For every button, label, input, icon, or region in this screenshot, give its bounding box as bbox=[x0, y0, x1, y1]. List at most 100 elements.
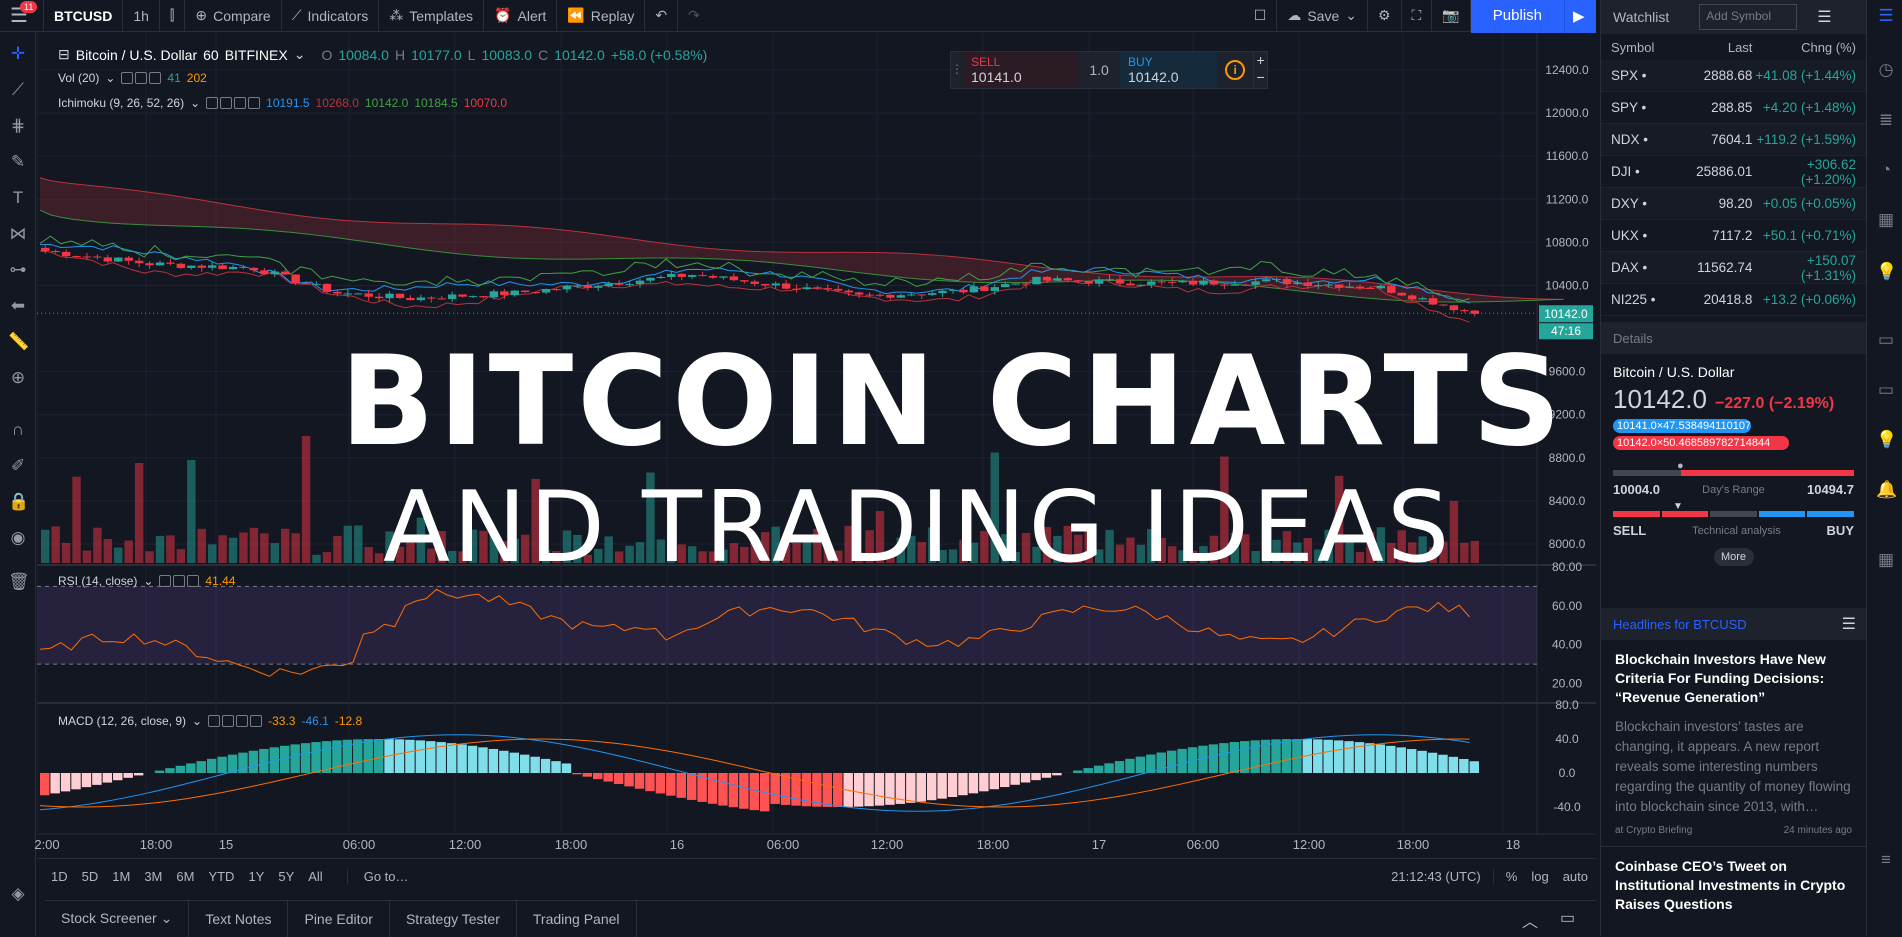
chevron-down-icon[interactable]: ⌄ bbox=[105, 71, 115, 85]
range-all[interactable]: All bbox=[308, 869, 322, 884]
list-menu-icon[interactable]: ☰ bbox=[1817, 7, 1831, 27]
publish-button[interactable]: Publish bbox=[1471, 0, 1564, 33]
range-1d[interactable]: 1D bbox=[51, 869, 68, 884]
indicator-controls[interactable] bbox=[206, 97, 260, 109]
trash-icon[interactable]: 🗑 bbox=[8, 572, 28, 592]
chevron-down-icon[interactable]: ⌄ bbox=[294, 46, 306, 63]
snapshot-button[interactable]: 📷 bbox=[1432, 0, 1470, 32]
more-button[interactable]: More bbox=[1714, 548, 1754, 566]
layout-button[interactable]: ☐ bbox=[1244, 0, 1278, 32]
news-headline-2[interactable]: Coinbase CEO’s Tweet on Institutional In… bbox=[1601, 857, 1866, 914]
goto-button[interactable]: Go to… bbox=[347, 869, 409, 884]
collapse-panel-icon[interactable]: ︿ bbox=[1522, 908, 1538, 932]
news-headline-1[interactable]: Blockchain Investors Have New Criteria F… bbox=[1601, 650, 1866, 707]
chart-type-button[interactable]: ⫿ bbox=[160, 0, 185, 32]
range-ytd[interactable]: YTD bbox=[208, 869, 234, 884]
collapse-icon[interactable]: ⊟ bbox=[58, 46, 70, 63]
range-3m[interactable]: 3M bbox=[144, 869, 162, 884]
add-symbol-input[interactable]: Add Symbol bbox=[1699, 4, 1797, 30]
details-header[interactable]: Details bbox=[1601, 322, 1866, 354]
save-button[interactable]: ☁Save⌄ bbox=[1277, 0, 1368, 32]
prediction-icon[interactable]: ⊶ bbox=[8, 260, 28, 280]
watchlist-row[interactable]: UKX •7117.2+50.1 (+0.71%) bbox=[1601, 220, 1866, 252]
range-1y[interactable]: 1Y bbox=[248, 869, 264, 884]
pattern-icon[interactable]: ⋈ bbox=[8, 224, 28, 244]
publish-video-button[interactable]: ▶ bbox=[1564, 0, 1596, 33]
chats-icon[interactable]: ▭ bbox=[1876, 380, 1896, 400]
brush-icon[interactable]: ✎ bbox=[8, 152, 28, 172]
crosshair-icon[interactable]: ✛ bbox=[8, 44, 28, 64]
watchlist-icon[interactable]: ☰ bbox=[1876, 6, 1896, 26]
indicator-controls[interactable] bbox=[121, 72, 161, 84]
range-1m[interactable]: 1M bbox=[112, 869, 130, 884]
lock-drawings-icon[interactable]: ✐ bbox=[8, 456, 28, 476]
stepper[interactable]: +− bbox=[1253, 52, 1267, 88]
indicator-controls[interactable] bbox=[208, 715, 262, 727]
watchlist-row[interactable]: SPX •2888.68+41.08 (+1.44%) bbox=[1601, 60, 1866, 92]
clock-icon[interactable]: ◷ bbox=[1876, 60, 1896, 80]
chat-icon[interactable]: ▭ bbox=[1876, 330, 1896, 350]
undo-button[interactable]: ↶ bbox=[645, 0, 678, 32]
tab-text-notes[interactable]: Text Notes bbox=[189, 901, 288, 937]
chevron-down-icon[interactable]: ⌄ bbox=[143, 574, 153, 588]
minus-icon[interactable]: − bbox=[1254, 69, 1267, 86]
indicator-controls[interactable] bbox=[159, 575, 199, 587]
list-menu-icon[interactable]: ☰ bbox=[1842, 614, 1856, 634]
zoom-icon[interactable]: ⊕ bbox=[8, 368, 28, 388]
calendar-icon[interactable]: ▦ bbox=[1876, 550, 1896, 570]
back-arrow-icon[interactable]: ⬅ bbox=[8, 296, 28, 316]
data-window-icon[interactable]: ≣ bbox=[1876, 110, 1896, 130]
compare-button[interactable]: ⊕Compare bbox=[185, 0, 281, 32]
interval-button[interactable]: 1h bbox=[123, 0, 160, 32]
tab-pine-editor[interactable]: Pine Editor bbox=[288, 901, 389, 937]
layers-icon[interactable]: ◈ bbox=[8, 884, 28, 904]
plus-icon[interactable]: + bbox=[1254, 52, 1267, 69]
templates-button[interactable]: ⁂Templates bbox=[379, 0, 484, 32]
symbol-search[interactable]: BTCUSD bbox=[44, 0, 123, 32]
chevron-down-icon[interactable]: ⌄ bbox=[192, 714, 202, 728]
quantity-field[interactable]: 1.0 bbox=[1078, 52, 1120, 88]
bell-icon[interactable]: 🔔 bbox=[1876, 480, 1896, 500]
watchlist-row[interactable]: DAX •11562.74+150.07 (+1.31%) bbox=[1601, 252, 1866, 284]
fullscreen-button[interactable]: ⛶ bbox=[1402, 0, 1433, 32]
calendar-icon[interactable]: ▦ bbox=[1876, 210, 1896, 230]
tab-trading-panel[interactable]: Trading Panel bbox=[517, 901, 637, 937]
ideas-icon[interactable]: 💡 bbox=[1876, 262, 1896, 282]
tab-stock-screener[interactable]: Stock Screener ⌄ bbox=[45, 901, 189, 937]
drag-handle[interactable]: ⋮ bbox=[951, 52, 963, 88]
watchlist-title[interactable]: Watchlist bbox=[1613, 9, 1669, 25]
fib-icon[interactable]: ⋕ bbox=[8, 116, 28, 136]
hotlist-icon[interactable]: ◔ bbox=[1876, 160, 1896, 180]
indicators-button[interactable]: ⟋Indicators bbox=[282, 0, 380, 32]
settings-button[interactable]: ⚙ bbox=[1368, 0, 1402, 32]
menu-button[interactable]: ☰ 11 bbox=[0, 0, 44, 32]
watchlist-row[interactable]: NI225 •20418.8+13.2 (+0.06%) bbox=[1601, 284, 1866, 316]
streams-icon[interactable]: 💡 bbox=[1876, 430, 1896, 450]
ruler-icon[interactable]: 📏 bbox=[8, 332, 28, 352]
watchlist-row[interactable]: DJI •25886.01+306.62 (+1.20%) bbox=[1601, 156, 1866, 188]
col-last[interactable]: Last bbox=[1681, 40, 1753, 55]
log-toggle[interactable]: log bbox=[1531, 869, 1548, 884]
percent-toggle[interactable]: % bbox=[1493, 869, 1518, 884]
trend-line-icon[interactable]: ⟋ bbox=[8, 80, 28, 100]
col-change[interactable]: Chng (%) bbox=[1752, 40, 1856, 55]
lock-icon[interactable]: 🔒 bbox=[8, 492, 28, 512]
text-icon[interactable]: T bbox=[8, 188, 28, 208]
alert-button[interactable]: ⏰Alert bbox=[484, 0, 557, 32]
maximize-panel-icon[interactable]: ▭ bbox=[1560, 908, 1575, 928]
info-button[interactable]: i bbox=[1217, 52, 1253, 88]
tab-strategy-tester[interactable]: Strategy Tester bbox=[390, 901, 517, 937]
replay-button[interactable]: ⏪Replay bbox=[557, 0, 645, 32]
range-6m[interactable]: 6M bbox=[176, 869, 194, 884]
range-5d[interactable]: 5D bbox=[82, 869, 99, 884]
watchlist-row[interactable]: SPY •288.85+4.20 (+1.48%) bbox=[1601, 92, 1866, 124]
redo-button[interactable]: ↷ bbox=[678, 0, 710, 32]
range-5y[interactable]: 5Y bbox=[278, 869, 294, 884]
auto-toggle[interactable]: auto bbox=[1563, 869, 1588, 884]
bars-icon[interactable]: ≡ bbox=[1876, 850, 1896, 870]
eye-icon[interactable]: ◉ bbox=[8, 528, 28, 548]
chevron-down-icon[interactable]: ⌄ bbox=[190, 96, 200, 110]
col-symbol[interactable]: Symbol bbox=[1611, 40, 1681, 55]
